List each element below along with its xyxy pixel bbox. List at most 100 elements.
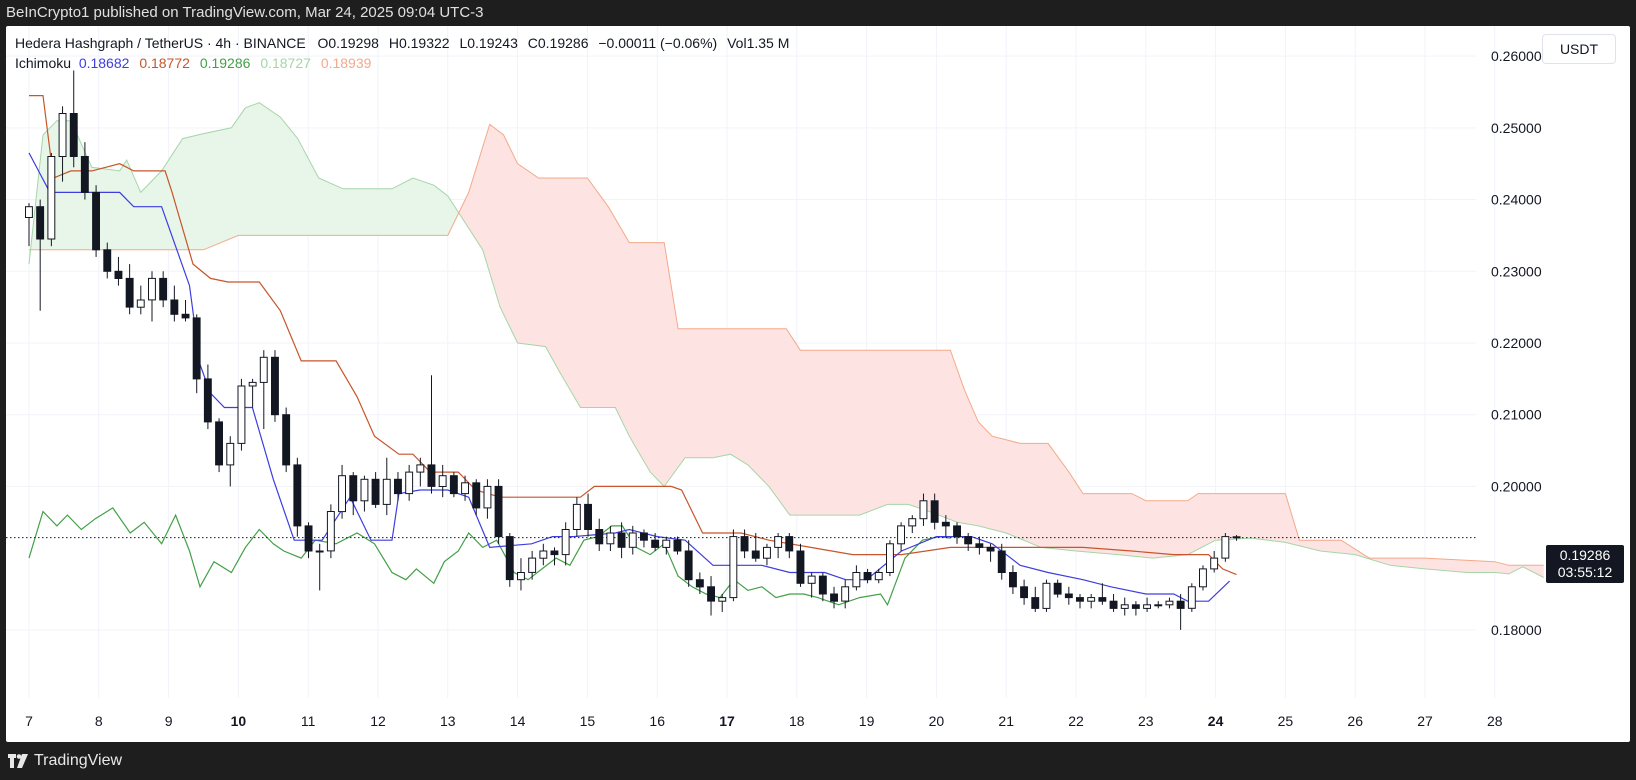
candle[interactable] xyxy=(1221,533,1230,562)
candle[interactable] xyxy=(852,565,861,591)
candle[interactable] xyxy=(416,457,425,487)
candle[interactable] xyxy=(673,536,682,555)
candle[interactable] xyxy=(494,479,503,544)
candle[interactable] xyxy=(293,457,302,537)
candle[interactable] xyxy=(517,558,525,591)
candle[interactable] xyxy=(1120,597,1129,616)
candle[interactable] xyxy=(595,518,604,551)
candle[interactable] xyxy=(1154,601,1163,609)
candle[interactable] xyxy=(248,378,257,408)
candle[interactable] xyxy=(953,522,961,544)
candle[interactable] xyxy=(1131,601,1140,616)
candle[interactable] xyxy=(964,533,973,551)
candle[interactable] xyxy=(103,242,112,279)
candle[interactable] xyxy=(461,475,470,501)
candle[interactable] xyxy=(192,314,201,394)
candle[interactable] xyxy=(975,536,984,555)
candle[interactable] xyxy=(1020,579,1028,605)
candle[interactable] xyxy=(371,472,380,508)
indicator-name[interactable]: Ichimoku xyxy=(15,55,72,71)
candle[interactable] xyxy=(505,533,514,587)
candle[interactable] xyxy=(528,550,537,580)
candle[interactable] xyxy=(561,522,570,566)
candle[interactable] xyxy=(360,475,369,512)
candle[interactable] xyxy=(114,256,123,286)
candle[interactable] xyxy=(539,543,548,566)
candle[interactable] xyxy=(785,533,794,559)
candle[interactable] xyxy=(796,543,805,587)
candlestick-chart[interactable]: 0.26000 0.25000 0.24000 0.23000 0.22000 0.210… xyxy=(6,26,1630,742)
candle[interactable] xyxy=(1087,594,1096,609)
candles[interactable] xyxy=(25,70,1241,630)
candle[interactable] xyxy=(550,547,559,566)
candle[interactable] xyxy=(1076,594,1084,609)
candle[interactable] xyxy=(1053,579,1062,598)
candle[interactable] xyxy=(215,418,224,473)
candle[interactable] xyxy=(572,497,581,537)
candle[interactable] xyxy=(47,152,56,247)
candle[interactable] xyxy=(237,378,246,451)
candle[interactable] xyxy=(148,271,156,322)
candle[interactable] xyxy=(997,543,1006,580)
candle[interactable] xyxy=(427,375,436,494)
candle[interactable] xyxy=(472,479,481,516)
candle[interactable] xyxy=(92,185,100,257)
candle[interactable] xyxy=(282,407,291,473)
candle[interactable] xyxy=(863,568,872,584)
candle[interactable] xyxy=(136,285,145,315)
candle[interactable] xyxy=(159,271,168,308)
candle[interactable] xyxy=(718,594,727,612)
candle[interactable] xyxy=(897,522,905,551)
candle[interactable] xyxy=(830,586,838,609)
candle[interactable] xyxy=(818,572,827,602)
candle[interactable] xyxy=(36,199,45,311)
time-axis[interactable]: 7 8 9 10 11 12 13 14 15 16 17 18 19 20 21 22 23 24 25 26 27 2… xyxy=(25,713,1503,729)
candle[interactable] xyxy=(326,504,335,559)
candle[interactable] xyxy=(740,529,749,559)
candle[interactable] xyxy=(941,515,950,537)
candle[interactable] xyxy=(170,285,179,322)
candle[interactable] xyxy=(338,464,347,519)
candle[interactable] xyxy=(1210,550,1219,573)
candle[interactable] xyxy=(203,364,212,430)
candle[interactable] xyxy=(1143,597,1151,612)
candle[interactable] xyxy=(1009,565,1017,595)
candle[interactable] xyxy=(69,70,78,168)
chart-panel[interactable]: 0.26000 0.25000 0.24000 0.23000 0.22000 0.210… xyxy=(6,26,1630,742)
candle[interactable] xyxy=(662,536,671,555)
candle[interactable] xyxy=(438,464,447,498)
price-axis[interactable]: 0.26000 0.25000 0.24000 0.23000 0.22000 0.210… xyxy=(1491,48,1542,638)
candle[interactable] xyxy=(1165,597,1174,609)
candle[interactable] xyxy=(483,479,492,519)
candle[interactable] xyxy=(841,579,850,609)
candle[interactable] xyxy=(80,142,89,200)
candle[interactable] xyxy=(763,543,771,566)
candle[interactable] xyxy=(271,350,279,422)
candle[interactable] xyxy=(1031,586,1040,612)
candle[interactable] xyxy=(125,264,134,315)
candle[interactable] xyxy=(930,493,939,530)
candle[interactable] xyxy=(986,543,995,562)
candle[interactable] xyxy=(606,525,615,551)
candle[interactable] xyxy=(226,436,235,487)
candle[interactable] xyxy=(1232,535,1241,541)
candle[interactable] xyxy=(628,525,637,555)
candle[interactable] xyxy=(651,533,660,551)
candle[interactable] xyxy=(58,106,67,182)
candle[interactable] xyxy=(640,529,648,548)
candle[interactable] xyxy=(405,464,414,501)
candle[interactable] xyxy=(1199,565,1207,591)
candle[interactable] xyxy=(1109,594,1118,612)
currency-button[interactable]: USDT xyxy=(1542,34,1616,64)
candle[interactable] xyxy=(304,522,313,559)
candle[interactable] xyxy=(584,493,592,537)
candle[interactable] xyxy=(449,472,458,498)
candle[interactable] xyxy=(315,543,324,591)
candle[interactable] xyxy=(349,472,358,516)
candle[interactable] xyxy=(874,568,883,584)
candle[interactable] xyxy=(807,572,816,598)
candle[interactable] xyxy=(886,540,894,577)
candle[interactable] xyxy=(751,533,760,562)
candle[interactable] xyxy=(774,533,783,559)
candle[interactable] xyxy=(382,457,391,516)
